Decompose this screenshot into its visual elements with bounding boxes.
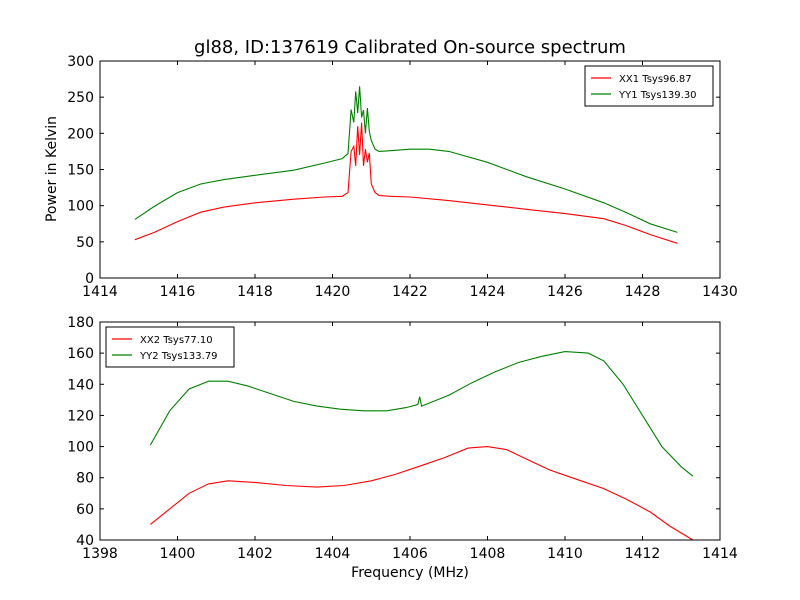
- legend: XX2 Tsys77.10 YY2 Tsys133.79: [105, 326, 235, 368]
- x-tick-label: 1418: [237, 284, 273, 300]
- legend-label: YY1 Tsys139.30: [618, 90, 697, 101]
- x-tick-label: 1430: [702, 284, 738, 300]
- series-line-yy2: [149, 351, 694, 477]
- legend-label: XX2 Tsys77.10: [140, 335, 213, 346]
- x-tick-label: 1422: [392, 284, 428, 300]
- series-line-xx2: [150, 446, 694, 541]
- x-tick-label: 1414: [702, 546, 738, 562]
- chart-panel-2: 1398 1400 1402 1404 1406 1408 1410 1412 1414 40 60…: [67, 315, 738, 562]
- y-tick-label: 120: [67, 408, 94, 424]
- y-tick-label: 250: [67, 90, 94, 106]
- x-tick-label: 1398: [82, 546, 118, 562]
- x-tick-label: 1420: [315, 284, 351, 300]
- x-tick-label: 1414: [82, 284, 118, 300]
- legend-label: XX1 Tsys96.87: [619, 74, 692, 85]
- x-tick-label: 1404: [315, 546, 351, 562]
- y-tick-label: 160: [67, 346, 94, 362]
- chart-title: gl88, ID:137619 Calibrated On-source spe…: [194, 37, 626, 58]
- x-tick-label: 1426: [547, 284, 583, 300]
- y-tick-label: 0: [85, 271, 94, 287]
- y-tick-label: 60: [76, 502, 94, 518]
- x-tick-label: 1412: [625, 546, 661, 562]
- y-tick-label: 40: [76, 533, 94, 549]
- y-axis-label: Power in Kelvin: [44, 116, 60, 222]
- y-tick-label: 50: [76, 235, 94, 251]
- legend: XX1 Tsys96.87 YY1 Tsys139.30: [584, 65, 714, 107]
- x-tick-label: 1428: [625, 284, 661, 300]
- chart-panel-1: 1414 1416 1418 1420 1422 1424 1426 1428 1430 0 50 1…: [67, 54, 738, 300]
- x-tick-label: 1424: [470, 284, 506, 300]
- y-tick-label: 80: [76, 471, 94, 487]
- legend-box: [105, 326, 235, 368]
- y-tick-label: 100: [67, 199, 94, 215]
- y-tick-label: 180: [67, 315, 94, 331]
- y-tick-label: 100: [67, 440, 94, 456]
- y-tick-label: 200: [67, 126, 94, 142]
- x-tick-label: 1410: [547, 546, 583, 562]
- chart-panels: 1414 1416 1418 1420 1422 1424 1426 1428 1430 0 50 1…: [67, 54, 738, 562]
- y-tick-label: 300: [67, 54, 94, 70]
- legend-box: [584, 65, 714, 107]
- x-tick-label: 1406: [392, 546, 428, 562]
- y-tick-label: 150: [67, 163, 94, 179]
- legend-label: YY2 Tsys133.79: [139, 351, 218, 362]
- y-tick-label: 140: [67, 377, 94, 393]
- x-tick-label: 1400: [160, 546, 196, 562]
- series-line-xx1: [134, 122, 678, 244]
- x-tick-label: 1408: [470, 546, 506, 562]
- x-tick-label: 1402: [237, 546, 273, 562]
- series-line-yy1: [134, 86, 678, 233]
- x-axis-label: Frequency (MHz): [351, 565, 469, 581]
- x-tick-label: 1416: [160, 284, 196, 300]
